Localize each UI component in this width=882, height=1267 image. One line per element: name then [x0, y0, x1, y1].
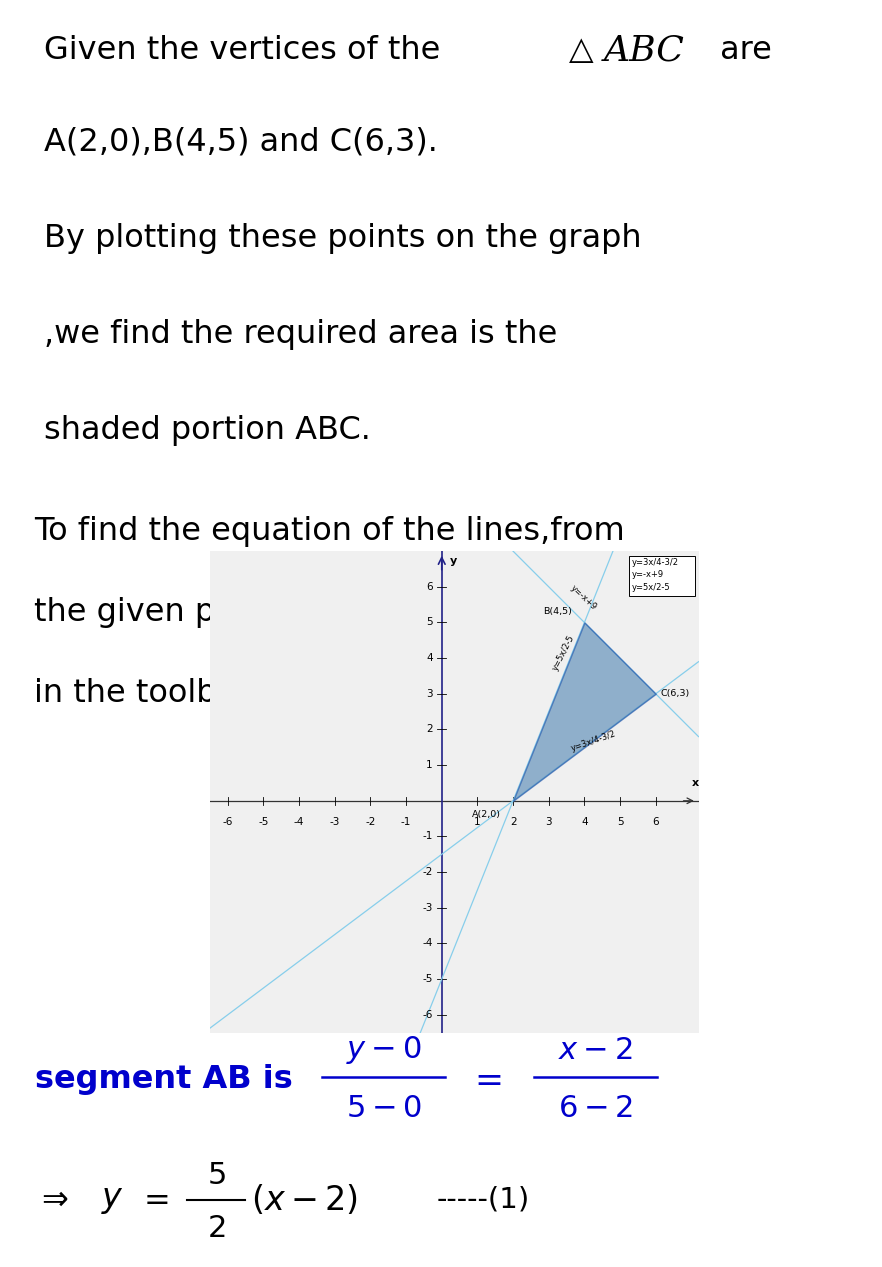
Text: 4: 4 [426, 653, 433, 663]
Text: $5$: $5$ [206, 1161, 226, 1191]
Text: $5-0$: $5-0$ [346, 1092, 422, 1124]
Text: Given the vertices of the: Given the vertices of the [44, 35, 440, 66]
Text: y=3x/4-3/2: y=3x/4-3/2 [632, 557, 679, 566]
Text: -2: -2 [365, 817, 376, 827]
Text: 5: 5 [617, 817, 624, 827]
Text: By plotting these points on the graph: By plotting these points on the graph [44, 223, 642, 253]
Text: y=5x/2-5: y=5x/2-5 [632, 583, 670, 592]
Text: 1: 1 [426, 760, 433, 770]
Text: A(2,0),B(4,5) and C(6,3).: A(2,0),B(4,5) and C(6,3). [44, 127, 438, 157]
Text: are: are [710, 35, 772, 66]
Text: the given points.(use the information: the given points.(use the information [34, 597, 630, 627]
Text: -5: -5 [258, 817, 269, 827]
Text: ABC: ABC [604, 34, 685, 67]
Text: -1: -1 [422, 831, 433, 841]
Text: -1: -1 [401, 817, 411, 827]
Text: y=-x+9: y=-x+9 [632, 570, 664, 579]
Text: -5: -5 [422, 974, 433, 984]
Text: $2$: $2$ [207, 1213, 225, 1244]
Text: y=-x+9: y=-x+9 [568, 583, 598, 612]
Text: -----(1): -----(1) [437, 1186, 530, 1214]
Text: $6-2$: $6-2$ [557, 1092, 633, 1124]
Text: 3: 3 [545, 817, 552, 827]
Text: $(x-2)$: $(x-2)$ [251, 1182, 358, 1216]
Text: $y-0$: $y-0$ [346, 1034, 422, 1067]
Text: $=$: $=$ [468, 1062, 502, 1096]
Text: 2: 2 [426, 725, 433, 735]
Text: 4: 4 [581, 817, 587, 827]
Text: -6: -6 [422, 1010, 433, 1020]
Text: To find the equation of the lines,from: To find the equation of the lines,from [34, 516, 625, 546]
Text: 5: 5 [426, 617, 433, 627]
Text: in the toolbox.: in the toolbox. [34, 678, 265, 708]
Text: $y$: $y$ [101, 1183, 124, 1215]
Text: -3: -3 [330, 817, 340, 827]
Text: y=3x/4-3/2: y=3x/4-3/2 [570, 729, 617, 753]
Text: 1: 1 [475, 817, 481, 827]
Text: B(4,5): B(4,5) [543, 607, 572, 616]
Text: ,we find the required area is the: ,we find the required area is the [44, 319, 557, 350]
Text: 3: 3 [426, 689, 433, 699]
Text: A(2,0): A(2,0) [472, 810, 501, 818]
Text: C(6,3): C(6,3) [660, 689, 689, 698]
Text: △: △ [569, 35, 603, 66]
Text: shaded portion ABC.: shaded portion ABC. [44, 416, 371, 446]
Text: 6: 6 [426, 582, 433, 592]
Text: -3: -3 [422, 903, 433, 912]
Text: 2: 2 [510, 817, 516, 827]
Text: -6: -6 [222, 817, 233, 827]
Text: $\Rightarrow$: $\Rightarrow$ [35, 1185, 69, 1215]
Text: y: y [450, 556, 457, 566]
Text: y=5x/2-5: y=5x/2-5 [550, 634, 576, 673]
Text: 6: 6 [653, 817, 659, 827]
FancyBboxPatch shape [629, 556, 695, 595]
Text: -2: -2 [422, 867, 433, 877]
Text: -4: -4 [422, 939, 433, 949]
Text: $=$: $=$ [137, 1185, 168, 1215]
Text: x: x [691, 778, 699, 788]
Text: $x-2$: $x-2$ [558, 1035, 632, 1066]
Text: -4: -4 [294, 817, 304, 827]
Text: segment AB is: segment AB is [35, 1064, 293, 1095]
